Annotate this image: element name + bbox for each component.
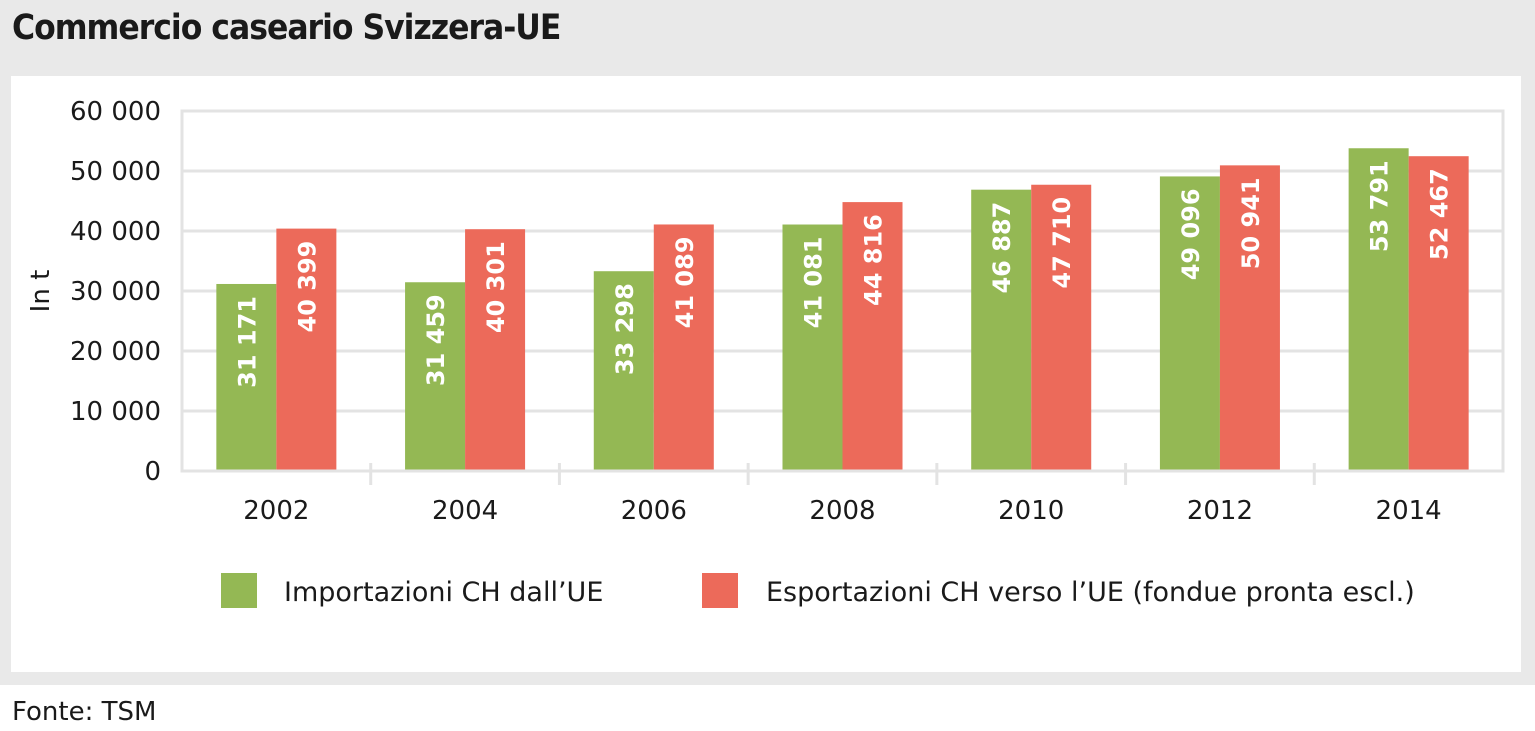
y-axis-title: In t xyxy=(26,270,56,313)
y-tick-label: 60 000 xyxy=(70,97,161,127)
axis-layer: 0 10 000 20 000 30 000 40 000 50 000 60 000 200… xyxy=(26,97,1503,526)
x-tick-label: 2006 xyxy=(621,496,687,526)
x-tick-label: 2008 xyxy=(809,496,875,526)
x-tick-label: 2014 xyxy=(1376,496,1442,526)
bar-import-2004 xyxy=(405,282,466,471)
bar-export-2004 xyxy=(465,229,526,471)
x-tick-label: 2010 xyxy=(998,496,1064,526)
bar-value-label: 52 467 xyxy=(1426,168,1454,260)
legend-label-import: Importazioni CH dall’UE xyxy=(284,577,603,608)
bar-value-label: 40 399 xyxy=(293,241,321,333)
bar-value-label: 47 710 xyxy=(1048,197,1076,289)
x-tick-label: 2002 xyxy=(243,496,309,526)
chart-title: Commercio caseario Svizzera-UE xyxy=(12,8,561,48)
bar-value-label: 31 171 xyxy=(233,296,261,388)
bar-export-2012 xyxy=(1219,165,1280,471)
bar-value-label: 44 816 xyxy=(860,214,888,306)
bar-export-2002 xyxy=(276,228,337,471)
bar-export-2010 xyxy=(1031,184,1092,471)
bar-value-label: 46 887 xyxy=(988,202,1016,294)
bar-import-2010 xyxy=(971,189,1032,471)
bar-import-2014 xyxy=(1348,148,1409,471)
bar-export-2008 xyxy=(842,202,903,471)
bar-value-label: 41 089 xyxy=(671,236,699,328)
legend-label-export: Esportazioni CH verso l’UE (fondue pront… xyxy=(766,577,1415,608)
legend-swatch-export xyxy=(702,573,738,608)
bar-value-label: 40 301 xyxy=(482,241,510,333)
bar-value-label: 50 941 xyxy=(1237,177,1265,269)
bar-chart: 31 171 40 399 31 459 40 301 33 298 41 089 41 0… xyxy=(26,97,1505,608)
source-note: Fonte: TSM xyxy=(12,697,157,727)
bar-export-2014 xyxy=(1408,156,1469,471)
bar-value-label: 41 081 xyxy=(799,237,827,329)
y-tick-label: 40 000 xyxy=(70,217,161,247)
bar-export-2006 xyxy=(653,224,714,471)
y-tick-label: 20 000 xyxy=(70,337,161,367)
y-tick-label: 30 000 xyxy=(70,277,161,307)
bar-value-label: 33 298 xyxy=(611,283,639,375)
y-tick-label: 50 000 xyxy=(70,157,161,187)
bar-import-2006 xyxy=(593,271,654,471)
legend-swatch-import xyxy=(221,573,257,608)
chart-panel: 31 171 40 399 31 459 40 301 33 298 41 089 41 0… xyxy=(11,76,1521,672)
bar-value-label: 53 791 xyxy=(1366,160,1394,252)
bar-import-2012 xyxy=(1159,176,1220,471)
x-tick-label: 2012 xyxy=(1187,496,1253,526)
bar-value-label: 49 096 xyxy=(1177,188,1205,280)
y-tick-label: 0 xyxy=(144,457,161,487)
legend: Importazioni CH dall’UE Esportazioni CH v… xyxy=(221,573,1415,608)
y-tick-label: 10 000 xyxy=(70,397,161,427)
bar-import-2008 xyxy=(782,224,843,471)
bars-layer: 31 171 40 399 31 459 40 301 33 298 41 089 41 0… xyxy=(216,148,1469,471)
bar-import-2002 xyxy=(216,283,277,471)
x-tick-label: 2004 xyxy=(432,496,498,526)
bar-value-label: 31 459 xyxy=(422,294,450,386)
